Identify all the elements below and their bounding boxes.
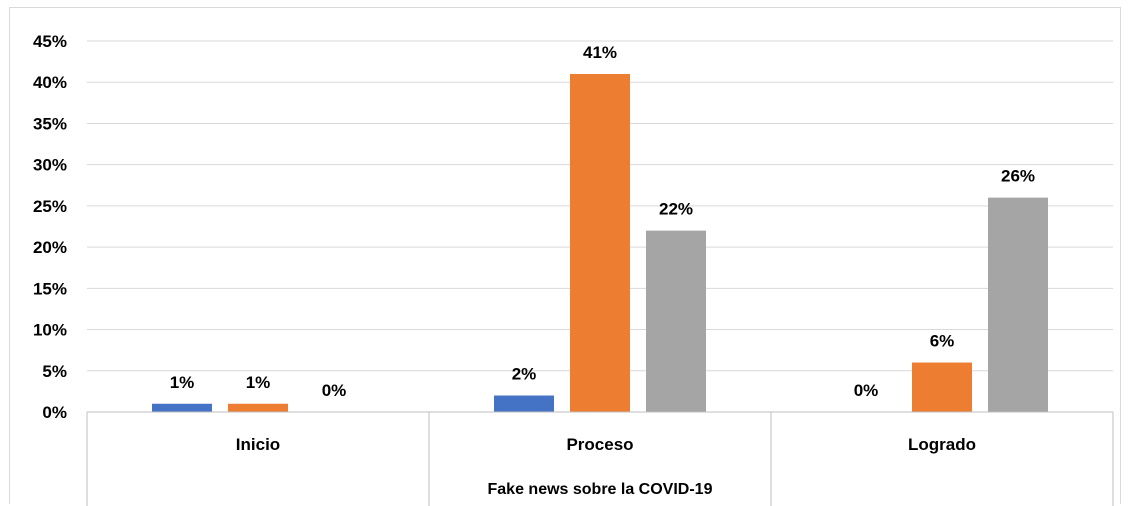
- bar: [646, 230, 706, 412]
- y-tick-label: 10%: [33, 321, 67, 340]
- bars: [152, 73, 1048, 412]
- bar: [988, 197, 1048, 412]
- y-tick-label: 45%: [33, 32, 67, 51]
- data-label: 1%: [170, 373, 195, 392]
- x-axis: Inicio Proceso Logrado: [86, 411, 1114, 506]
- chart-frame: [9, 7, 1121, 504]
- x-category-label: Proceso: [566, 435, 633, 454]
- y-axis-ticks: 0% 5% 10% 15% 20% 25% 30% 35% 40% 45%: [33, 32, 67, 422]
- data-label: 22%: [659, 200, 693, 219]
- data-label: 6%: [930, 332, 955, 351]
- data-label: 0%: [322, 381, 347, 400]
- y-tick-label: 0%: [42, 403, 67, 422]
- y-tick-label: 25%: [33, 197, 67, 216]
- y-tick-label: 15%: [33, 279, 67, 298]
- data-label: 2%: [512, 365, 537, 384]
- y-tick-label: 5%: [42, 362, 67, 381]
- data-labels: 1% 1% 0% 2% 41% 22% 0% 6% 26%: [170, 43, 1035, 400]
- x-category-label: Inicio: [236, 435, 280, 454]
- data-label: 41%: [583, 43, 617, 62]
- y-tick-label: 40%: [33, 73, 67, 92]
- bar: [494, 395, 554, 412]
- bar: [152, 403, 212, 412]
- data-label: 0%: [854, 381, 879, 400]
- x-category-label: Logrado: [908, 435, 976, 454]
- x-axis-title: Fake news sobre la COVID-19: [488, 481, 713, 498]
- bar: [912, 362, 972, 412]
- bar: [570, 73, 630, 412]
- y-tick-label: 20%: [33, 238, 67, 257]
- y-tick-label: 30%: [33, 156, 67, 175]
- bar: [228, 403, 288, 412]
- data-label: 26%: [1001, 167, 1035, 186]
- data-label: 1%: [246, 373, 271, 392]
- y-tick-label: 35%: [33, 114, 67, 133]
